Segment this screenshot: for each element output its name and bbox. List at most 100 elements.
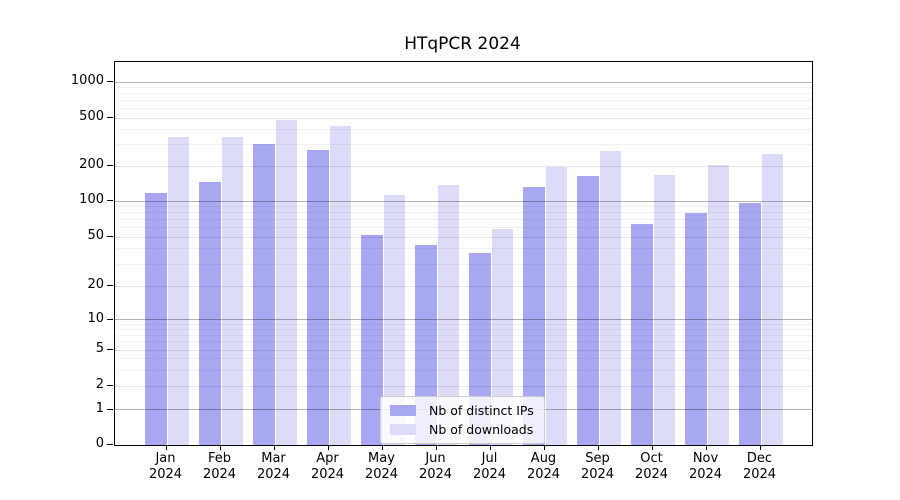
bar-downloads-feb [221, 137, 243, 445]
x-tick-label-jan: Jan 2024 [134, 451, 198, 483]
legend-swatch-distinct-ips [390, 405, 416, 416]
bar-distinct-ips-feb [198, 181, 221, 445]
x-tick-mark-jan [165, 445, 167, 450]
gridline-y1000 [115, 81, 812, 83]
y-tick-label-20: 20 [87, 277, 104, 292]
x-tick-label-jun: Jun 2024 [404, 451, 468, 483]
y-tick-mark-2 [107, 385, 113, 386]
x-tick-year: 2024 [148, 467, 183, 482]
gridline-y600 [115, 108, 812, 110]
y-tick-mark-200 [107, 165, 113, 166]
bar-distinct-ips-apr [306, 150, 329, 445]
x-tick-mark-may [381, 445, 383, 450]
x-tick-label-may: May 2024 [350, 451, 414, 483]
gridline-y900 [115, 86, 812, 88]
x-tick-year: 2024 [310, 467, 345, 482]
x-tick-year: 2024 [256, 467, 291, 482]
y-tick-mark-1 [107, 408, 113, 410]
x-tick-mark-apr [327, 445, 329, 450]
y-tick-mark-10 [107, 318, 113, 320]
x-tick-month: Dec [746, 451, 773, 466]
x-tick-label-aug: Aug 2024 [512, 451, 576, 483]
bar-distinct-ips-mar [252, 143, 275, 445]
y-tick-label-1000: 1000 [70, 73, 104, 88]
x-tick-month: Apr [316, 451, 339, 466]
x-tick-mark-oct [651, 445, 653, 450]
x-tick-mark-jun [435, 445, 437, 450]
x-tick-month: May [368, 451, 395, 466]
bar-distinct-ips-jun [414, 245, 437, 445]
x-tick-month: Jan [155, 451, 176, 466]
bar-distinct-ips-aug [522, 186, 545, 445]
x-tick-year: 2024 [742, 467, 777, 482]
bar-downloads-apr [329, 125, 351, 445]
legend-swatch-downloads [390, 424, 416, 435]
x-tick-month: Jun [425, 451, 446, 466]
bar-distinct-ips-may [360, 234, 383, 445]
legend: Nb of distinct IPs Nb of downloads [380, 396, 545, 444]
y-tick-mark-500 [107, 117, 113, 118]
y-tick-mark-5 [107, 349, 113, 350]
x-tick-month: Aug [530, 451, 557, 466]
legend-row-distinct-ips: Nb of distinct IPs [390, 403, 534, 418]
y-tick-label-5: 5 [95, 341, 104, 356]
y-tick-label-2: 2 [95, 377, 104, 392]
legend-row-downloads: Nb of downloads [390, 422, 534, 437]
y-tick-mark-100 [107, 200, 113, 201]
bar-downloads-dec [761, 154, 783, 445]
gridline-y800 [115, 93, 812, 95]
bar-distinct-ips-dec [738, 203, 761, 445]
x-tick-label-sep: Sep 2024 [566, 451, 630, 483]
gridline-y700 [115, 100, 812, 102]
x-tick-label-mar: Mar 2024 [242, 451, 306, 483]
gridline-y300 [115, 144, 812, 146]
gridline-y500 [115, 117, 812, 119]
x-tick-mark-sep [597, 445, 599, 450]
x-tick-month: Sep [585, 451, 610, 466]
x-tick-mark-aug [543, 445, 545, 450]
plot-area: Nb of distinct IPs Nb of downloads [114, 61, 813, 446]
x-tick-year: 2024 [634, 467, 669, 482]
y-tick-mark-0 [107, 444, 113, 445]
y-tick-label-100: 100 [79, 192, 104, 207]
gridline-y400 [115, 129, 812, 131]
y-tick-mark-50 [107, 236, 113, 237]
y-tick-label-200: 200 [79, 157, 104, 172]
bar-downloads-may [383, 195, 405, 445]
x-tick-label-nov: Nov 2024 [674, 451, 738, 483]
bar-downloads-jan [167, 136, 189, 445]
x-tick-year: 2024 [418, 467, 453, 482]
x-tick-month: Oct [640, 451, 663, 466]
bar-downloads-sep [599, 151, 621, 445]
bar-downloads-mar [275, 120, 297, 445]
legend-label-downloads: Nb of downloads [429, 422, 534, 437]
bar-downloads-oct [653, 174, 675, 445]
y-tick-mark-1000 [107, 81, 113, 82]
x-tick-label-jul: Jul 2024 [458, 451, 522, 483]
bar-downloads-aug [545, 167, 567, 445]
x-tick-mark-mar [273, 445, 275, 450]
x-tick-month: Nov [692, 451, 719, 466]
y-tick-label-10: 10 [87, 310, 104, 326]
x-tick-mark-jul [489, 445, 491, 450]
legend-label-distinct-ips: Nb of distinct IPs [429, 403, 534, 418]
bar-downloads-nov [707, 165, 729, 445]
x-tick-label-dec: Dec 2024 [728, 451, 792, 483]
bar-downloads-jun [437, 184, 459, 445]
y-tick-label-500: 500 [79, 109, 104, 124]
bar-distinct-ips-jan [144, 192, 167, 445]
x-tick-mark-nov [705, 445, 707, 450]
x-tick-mark-feb [219, 445, 221, 450]
x-tick-year: 2024 [472, 467, 507, 482]
x-tick-month: Feb [207, 451, 232, 466]
y-tick-label-0: 0 [95, 436, 104, 451]
x-tick-label-oct: Oct 2024 [620, 451, 684, 483]
x-tick-year: 2024 [580, 467, 615, 482]
chart-title: HTqPCR 2024 [404, 34, 521, 54]
y-tick-label-50: 50 [87, 228, 104, 243]
bar-distinct-ips-oct [630, 224, 653, 445]
x-tick-year: 2024 [364, 467, 399, 482]
x-tick-year: 2024 [202, 467, 237, 482]
x-tick-label-feb: Feb 2024 [188, 451, 252, 483]
